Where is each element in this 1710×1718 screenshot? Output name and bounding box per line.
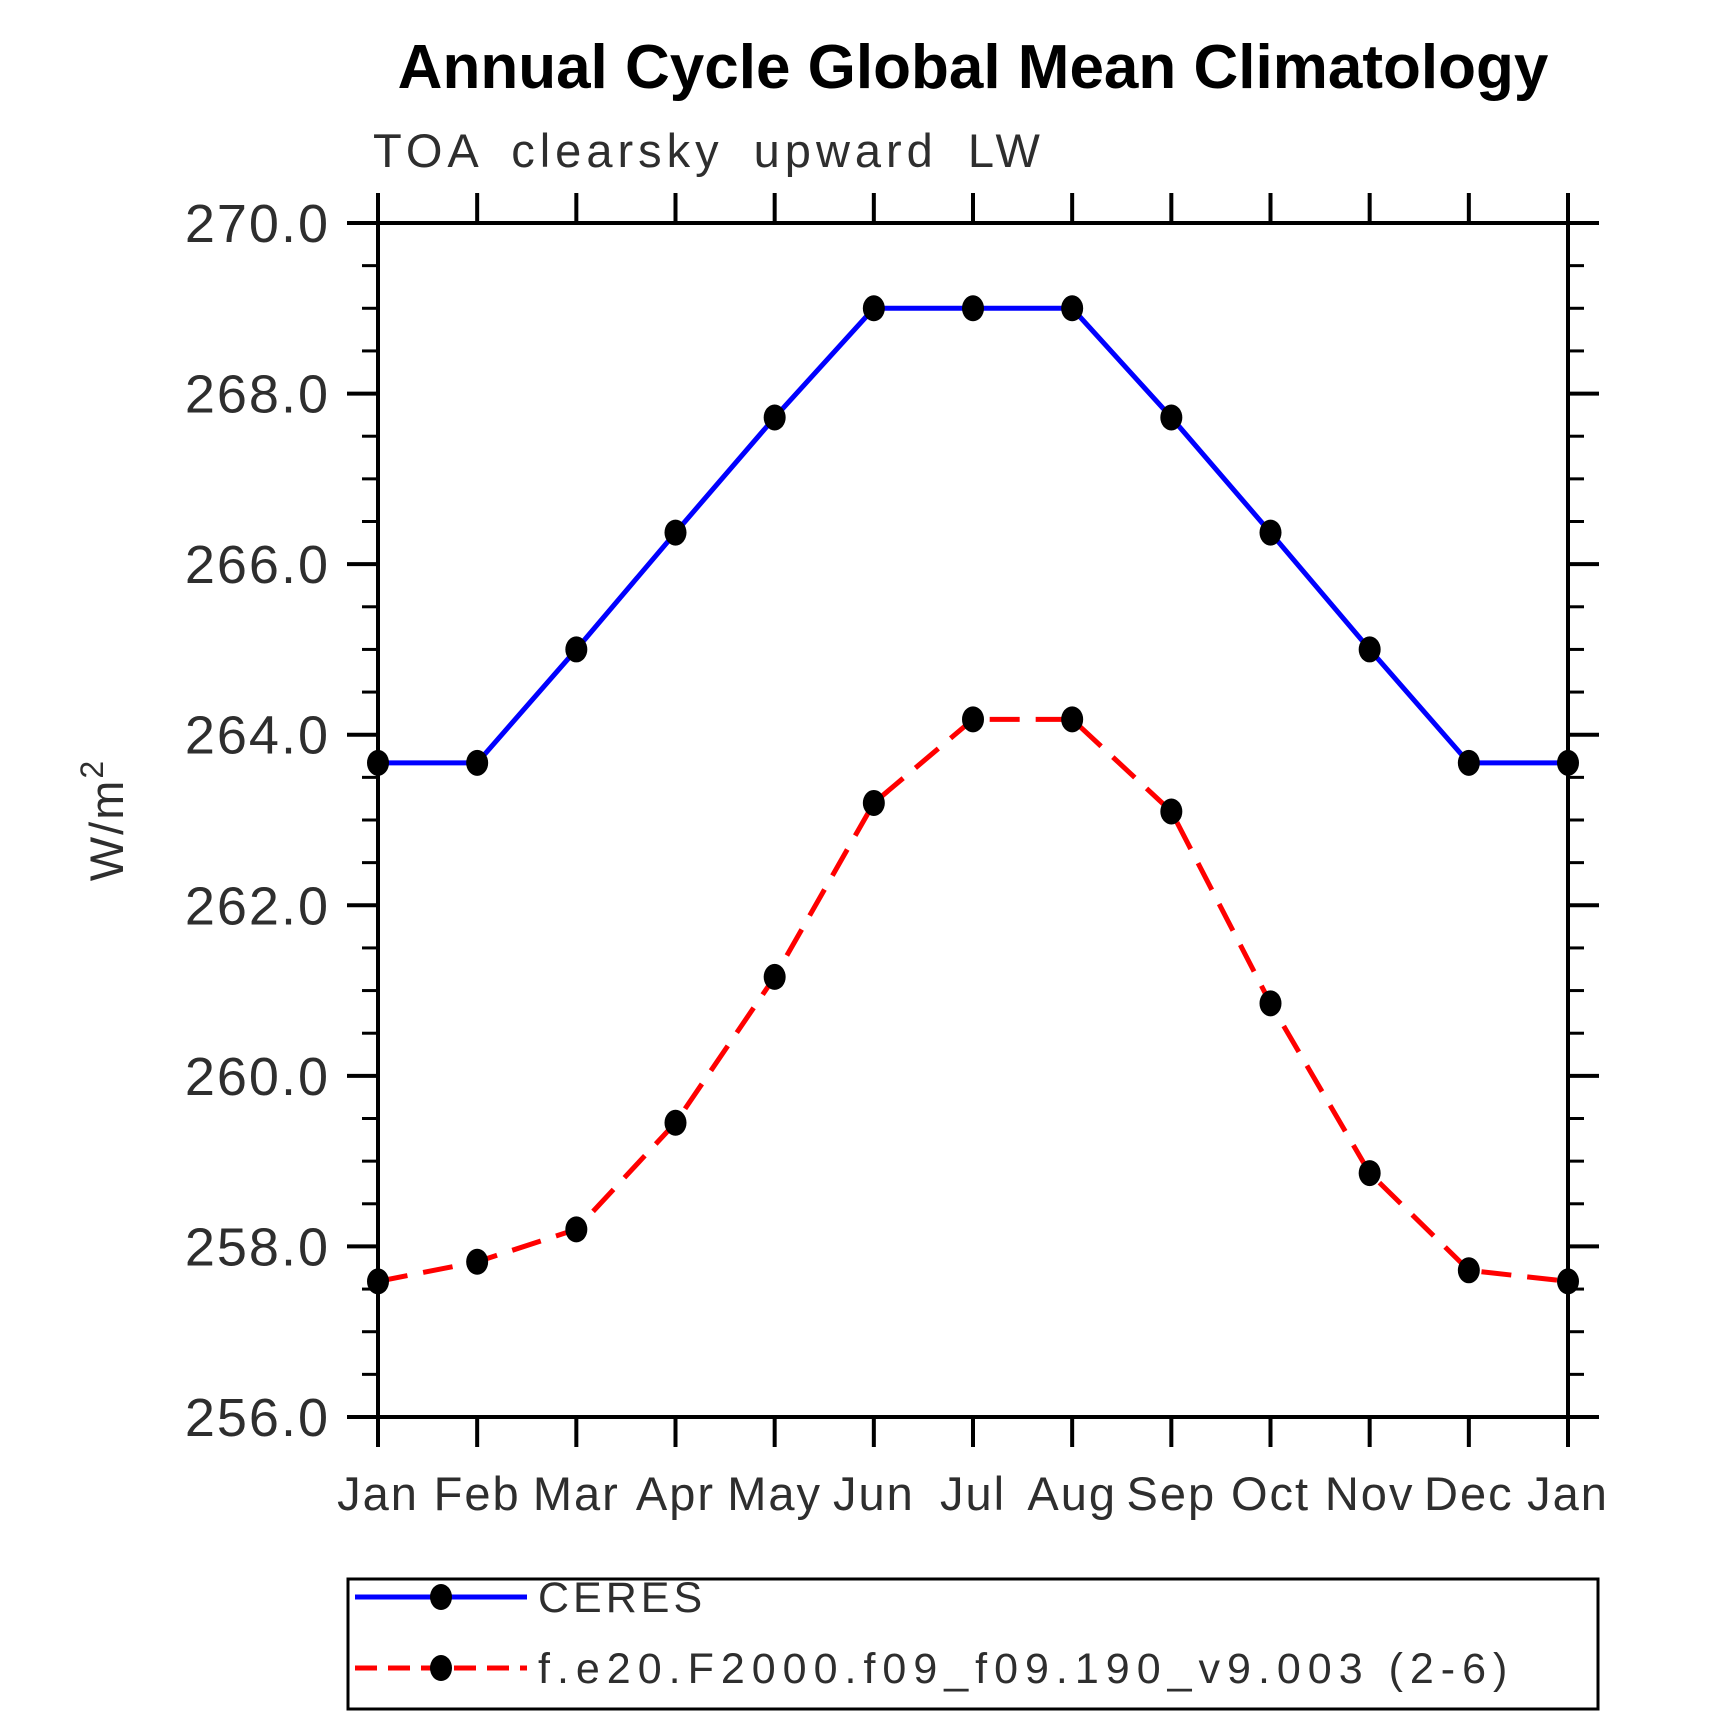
- y-tick-labels: 270.0 268.0 266.0 264.0 262.0 260.0 258.0 256.0: [185, 194, 330, 1448]
- data-point-marker: [367, 749, 389, 776]
- y-tick-label: 264.0: [185, 706, 330, 766]
- y-tick-label: 266.0: [185, 535, 330, 595]
- data-point-marker: [466, 1248, 489, 1275]
- data-point-marker: [565, 1216, 588, 1243]
- y-tick-label: 268.0: [185, 365, 330, 425]
- legend-marker-icon: [430, 1655, 452, 1681]
- data-point-marker: [1259, 990, 1282, 1017]
- x-tick-label: Nov: [1325, 1467, 1415, 1520]
- data-point-marker: [1457, 1257, 1480, 1284]
- data-point-marker: [1557, 749, 1579, 776]
- data-point-marker: [1557, 1268, 1579, 1295]
- chart-subtitle: TOA clearsky upward LW: [373, 124, 1045, 177]
- data-point-marker: [1061, 295, 1084, 322]
- x-tick-label: Apr: [636, 1467, 715, 1520]
- x-tick-labels: Jan Feb Mar Apr May Jun Jul Aug Sep Oct Nov Dec Jan: [337, 1467, 1609, 1520]
- data-point-marker: [1160, 404, 1183, 431]
- x-tick-label: Oct: [1231, 1467, 1310, 1520]
- data-point-marker: [862, 789, 885, 816]
- x-tick-label: Jun: [833, 1467, 915, 1520]
- page-title: Annual Cycle Global Mean Climatology: [398, 33, 1549, 102]
- y-tick-label: 270.0: [185, 194, 330, 254]
- series-line: [378, 305, 1568, 766]
- legend-entry-ceres: CERES: [355, 1574, 706, 1622]
- data-point-marker: [1358, 636, 1381, 663]
- y-tick-label: 262.0: [185, 876, 330, 936]
- data-point-marker: [1160, 798, 1183, 825]
- legend-box: [346, 1577, 1600, 1711]
- x-tick-label: Sep: [1127, 1467, 1217, 1520]
- data-point-marker: [763, 963, 786, 990]
- data-point-marker: [1259, 519, 1282, 546]
- data-point-marker: [565, 636, 588, 663]
- y-tick-label: 260.0: [185, 1047, 330, 1107]
- legend-label: CERES: [538, 1574, 706, 1622]
- legend: CERES f.e20.F2000.f09_f09.190_v9.003 (2-…: [346, 1574, 1600, 1711]
- x-tick-label: Mar: [533, 1467, 620, 1520]
- data-point-marker: [664, 1109, 687, 1136]
- legend-marker-icon: [430, 1584, 452, 1610]
- y-tick-label: 258.0: [185, 1217, 330, 1277]
- y-axis-label: W/m2: [74, 759, 133, 881]
- series-plot: [367, 295, 1579, 1295]
- data-point-marker: [466, 749, 489, 776]
- y-tick-label: 256.0: [185, 1388, 330, 1448]
- x-tick-label: Jan: [337, 1467, 419, 1520]
- x-tick-label: Dec: [1424, 1467, 1514, 1520]
- legend-label: f.e20.F2000.f09_f09.190_v9.003 (2-6): [538, 1645, 1514, 1693]
- data-point-marker: [1457, 749, 1480, 776]
- x-tick-label: Feb: [434, 1467, 521, 1520]
- data-point-marker: [962, 706, 984, 733]
- data-point-marker: [862, 295, 885, 322]
- x-tick-label: Aug: [1027, 1467, 1117, 1520]
- data-point-marker: [962, 295, 984, 322]
- data-point-marker: [1358, 1160, 1381, 1187]
- data-point-marker: [367, 1268, 389, 1295]
- x-tick-label: Jan: [1527, 1467, 1609, 1520]
- data-point-marker: [1061, 706, 1084, 733]
- data-point-marker: [763, 404, 786, 431]
- x-tick-label: May: [727, 1467, 822, 1520]
- x-tick-label: Jul: [940, 1467, 1006, 1520]
- axes: [347, 193, 1599, 1447]
- data-point-marker: [664, 519, 687, 546]
- series-line: [377, 716, 1569, 1284]
- legend-entry-model: f.e20.F2000.f09_f09.190_v9.003 (2-6): [355, 1645, 1514, 1693]
